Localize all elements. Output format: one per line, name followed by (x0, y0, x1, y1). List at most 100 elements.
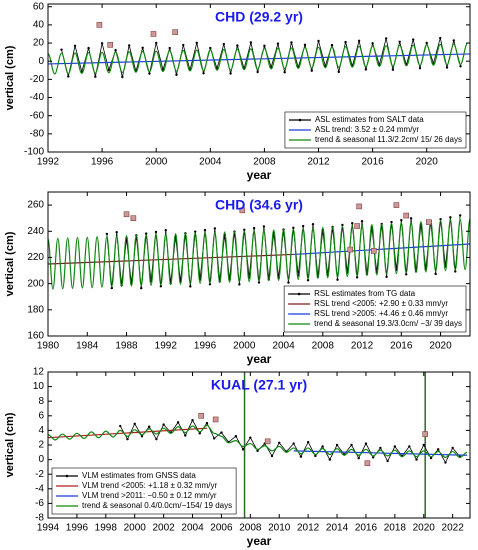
data-point (445, 66, 449, 69)
outlier (356, 203, 362, 210)
data-point (220, 431, 223, 434)
data-point (243, 228, 246, 232)
data-point (434, 272, 437, 276)
data-point (283, 71, 286, 74)
x-tick-label: 2016 (355, 523, 378, 534)
data-point (100, 42, 104, 45)
outlier (198, 412, 204, 419)
legend-box (51, 467, 237, 515)
outlier (364, 460, 371, 467)
data-point (398, 40, 401, 43)
data-point (444, 461, 447, 464)
trend-line (48, 427, 208, 439)
data-point (195, 41, 198, 45)
data-point (405, 273, 408, 276)
outlier (422, 431, 428, 437)
data-point (415, 458, 418, 461)
data-point (191, 418, 194, 422)
x-tick-label: 1996 (66, 523, 89, 534)
data-point (189, 285, 192, 288)
legend-dot (65, 474, 69, 478)
data-point (321, 445, 324, 448)
chart-title: CHD (34.6 yr) (215, 197, 303, 213)
data-point (400, 218, 403, 222)
legend-label: RSL estimates from TG data (314, 289, 415, 298)
outlier (393, 202, 400, 208)
legend-box (284, 111, 467, 149)
x-tick-label: 2012 (297, 523, 320, 534)
x-tick-label: 1984 (76, 341, 99, 352)
data-point (94, 75, 97, 78)
x-axis-label: year (247, 534, 272, 548)
y-tick-label: 40 (33, 20, 45, 31)
data-point (287, 281, 290, 284)
data-point (351, 221, 354, 225)
data-point (203, 228, 207, 232)
data-point (299, 455, 303, 458)
outlier (425, 219, 432, 225)
data-point (459, 65, 462, 68)
y-tick-label: 20 (33, 38, 45, 49)
plot-area (48, 202, 470, 290)
y-tick-label: 2 (38, 440, 44, 451)
data-point (238, 283, 241, 286)
data-point (208, 283, 212, 286)
data-line (119, 419, 461, 464)
y-tick-label: -80 (30, 128, 45, 139)
data-point (344, 40, 347, 44)
x-tick-label: 1980 (37, 341, 60, 352)
data-point (408, 445, 411, 448)
y-tick-label: 8 (38, 396, 44, 407)
x-tick-label: 2004 (199, 157, 222, 168)
data-point (182, 43, 185, 47)
data-point (310, 69, 313, 72)
x-tick-label: 2012 (307, 157, 330, 168)
legend-label: trend & seasonal 0.4/0.0cm/−154/ 19 days (82, 501, 232, 510)
chart-title: KUAL (27.1 yr) (211, 377, 307, 393)
x-tick-label: 1996 (194, 341, 217, 352)
data-point (249, 436, 252, 439)
y-axis-label: vertical (cm) (4, 412, 16, 477)
y-tick-label: -2 (35, 469, 44, 480)
data-point (110, 286, 113, 290)
trend-line (48, 253, 294, 265)
y-tick-label: 12 (33, 367, 45, 378)
y-tick-label: 260 (27, 200, 44, 211)
data-point (236, 44, 239, 47)
outlier (264, 438, 271, 445)
data-point (439, 36, 442, 40)
data-point (425, 41, 428, 45)
outlier (212, 416, 219, 423)
data-point (451, 446, 454, 450)
y-tick-label: 0 (38, 56, 44, 67)
data-point (256, 449, 259, 453)
outlier (403, 212, 410, 219)
data-point (184, 434, 187, 437)
legend-label: VLM estimates from GNSS data (82, 471, 196, 480)
data-point (162, 423, 165, 426)
data-point (252, 226, 256, 230)
data-point (126, 437, 129, 441)
data-point (159, 285, 163, 288)
y-tick-label: 4 (38, 425, 44, 436)
x-tick-label: 1996 (91, 157, 114, 168)
y-tick-label: -100 (24, 147, 44, 158)
data-point (154, 230, 158, 234)
plot-area (48, 22, 470, 79)
data-point (357, 39, 361, 43)
plot-frame (47, 371, 471, 519)
plot-frame (47, 3, 471, 153)
data-point (114, 49, 117, 52)
x-tick-label: 2016 (390, 341, 413, 352)
x-tick-label: 2018 (384, 523, 407, 534)
data-point (384, 37, 388, 40)
plot-frame (47, 191, 471, 337)
data-point (213, 227, 217, 230)
data-point (454, 270, 457, 273)
data-point (105, 232, 109, 236)
data-point (336, 278, 339, 281)
x-tick-label: 1992 (37, 157, 60, 168)
data-point (249, 41, 253, 44)
